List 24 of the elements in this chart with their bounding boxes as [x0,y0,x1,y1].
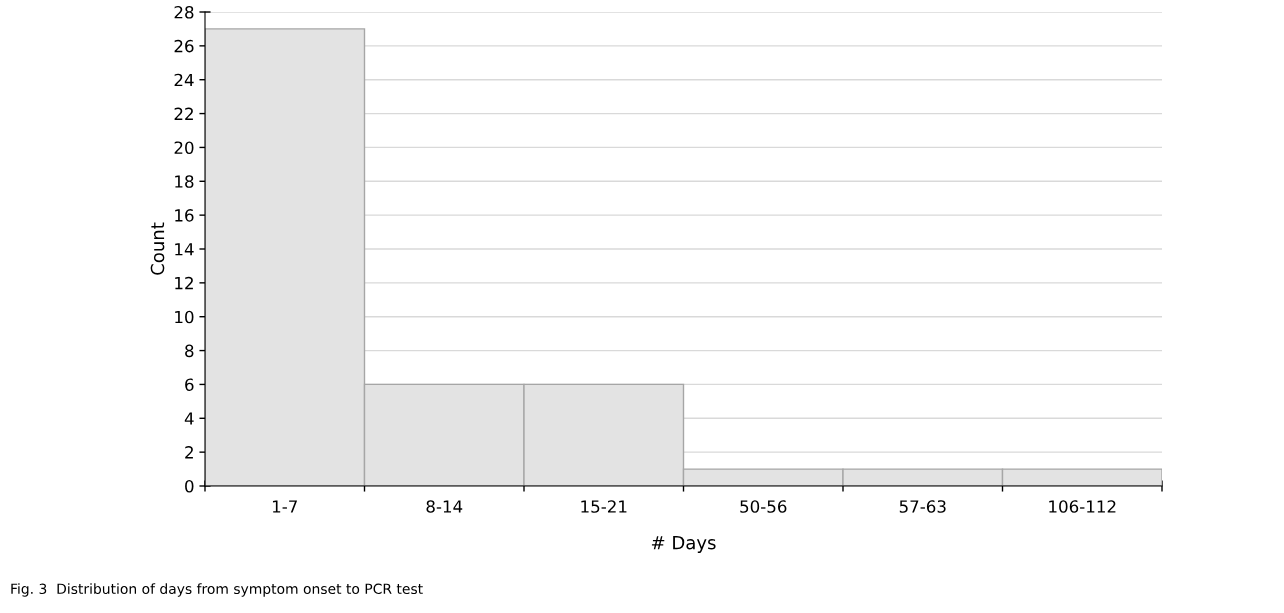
x-axis-title: # Days [651,536,716,553]
x-tick-label: 1-7 [272,500,297,513]
y-tick-label: 20 [174,141,194,154]
y-tick-label: 2 [185,446,193,459]
y-tick-label: 12 [175,276,193,290]
x-tick-label: 106-112 [1049,500,1116,513]
y-tick-label: 22 [174,107,193,120]
y-tick-label: 26 [174,39,194,53]
y-tick-label: 14 [175,243,194,256]
y-tick-label: 28 [174,5,194,19]
y-tick-label: 16 [175,209,194,222]
caption: Fig. 3 Distribution of days from symptom onset to PCR test [11,583,423,597]
y-tick-label: 8 [185,344,194,358]
y-tick-label: 10 [175,310,194,324]
y-tick-label: 24 [174,73,194,87]
y-axis-title: Count [150,222,165,275]
x-tick-label: 8-14 [426,500,463,513]
x-tick-label: 50-56 [740,500,787,513]
y-tick-label: 4 [184,412,194,425]
x-tick-label: 15-21 [581,500,627,513]
y-tick-label: 6 [185,378,194,391]
y-tick-label: 18 [175,175,194,188]
y-tick-label: 0 [185,479,194,493]
x-tick-label: 57-63 [899,500,946,513]
